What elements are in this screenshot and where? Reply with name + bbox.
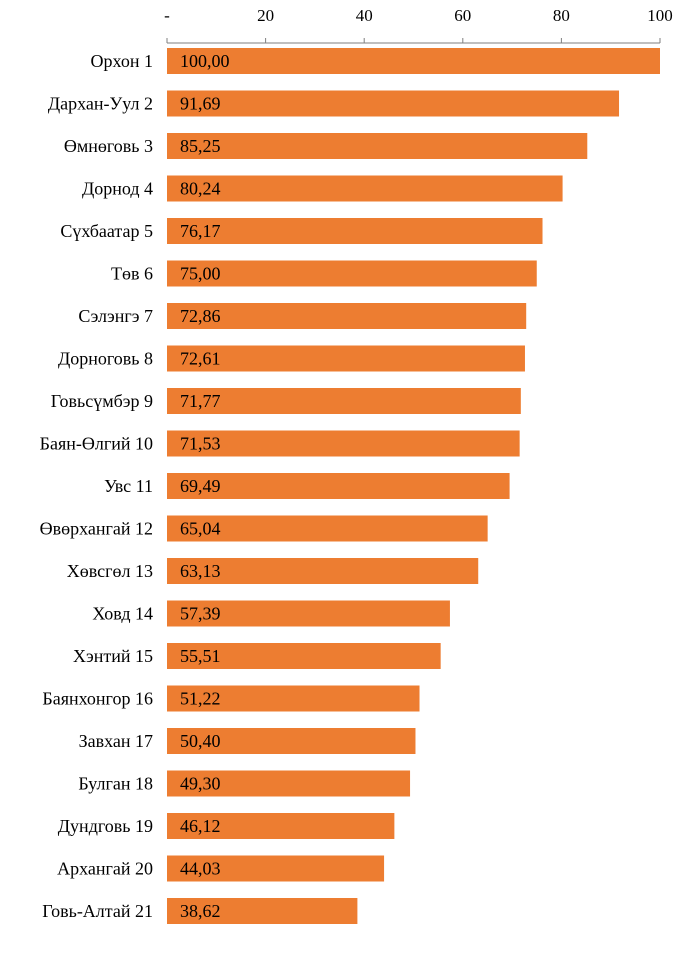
- bar: [167, 473, 510, 499]
- data-label: 51,22: [180, 689, 221, 709]
- bars: [167, 48, 660, 924]
- bar: [167, 558, 479, 584]
- data-label: 75,00: [180, 264, 221, 284]
- category-label: Архангай 20: [57, 859, 153, 879]
- bar: [167, 515, 488, 542]
- category-label: Увс 11: [104, 476, 153, 496]
- data-label: 55,51: [180, 646, 221, 666]
- category-label: Сэлэнгэ 7: [78, 306, 153, 326]
- category-label: Ховд 14: [92, 604, 153, 624]
- category-label: Төв 6: [111, 264, 153, 284]
- data-label: 44,03: [180, 859, 221, 879]
- category-label: Сүхбаатар 5: [60, 221, 153, 241]
- bar: [167, 388, 521, 414]
- x-tick-label: 40: [356, 6, 373, 25]
- data-label: 85,25: [180, 136, 221, 156]
- x-tick-label: 100: [647, 6, 673, 25]
- category-label: Булган 18: [78, 774, 153, 794]
- data-label: 46,12: [180, 816, 221, 836]
- bar: [167, 345, 525, 372]
- category-label: Дархан-Уул 2: [48, 94, 153, 114]
- data-label: 69,49: [180, 476, 221, 496]
- bar: [167, 770, 411, 797]
- data-label: 76,17: [180, 221, 221, 241]
- data-label: 65,04: [180, 519, 221, 539]
- category-label: Баян-Өлгий 10: [40, 434, 153, 454]
- bar: [167, 898, 358, 924]
- data-label: 72,86: [180, 306, 221, 326]
- category-label: Хэнтий 15: [73, 646, 153, 666]
- x-axis: - 20 40 60 80 100: [164, 6, 673, 44]
- bar: [167, 728, 416, 754]
- category-label: Өвөрхангай 12: [40, 519, 153, 539]
- data-label: 57,39: [180, 604, 221, 624]
- data-label: 71,77: [180, 391, 221, 411]
- data-label: 100,00: [180, 51, 230, 71]
- category-label: Дундговь 19: [58, 816, 153, 836]
- data-label: 72,61: [180, 349, 221, 369]
- bar: [167, 175, 563, 202]
- category-label: Өмнөговь 3: [64, 136, 153, 156]
- bar: [167, 48, 660, 74]
- data-label: 71,53: [180, 434, 221, 454]
- bar: [167, 600, 450, 627]
- data-label: 50,40: [180, 731, 221, 751]
- bar: [167, 430, 520, 457]
- data-label: 80,24: [180, 179, 221, 199]
- category-label: Хөвсгөл 13: [67, 561, 153, 581]
- x-tick-label: -: [164, 6, 170, 25]
- x-tick-label: 80: [553, 6, 570, 25]
- bar: [167, 813, 395, 839]
- bar: [167, 855, 385, 882]
- bar: [167, 303, 527, 329]
- category-label: Говь-Алтай 21: [42, 901, 153, 921]
- category-labels: Орхон 1 Дархан-Уул 2 Өмнөговь 3 Дорнод 4 Сүх…: [40, 51, 153, 921]
- category-label: Орхон 1: [91, 51, 153, 71]
- data-labels: 100,00 91,69 85,25 80,24 76,17 75,00 72,86 72,6…: [180, 51, 230, 921]
- data-label: 38,62: [180, 901, 221, 921]
- data-label: 63,13: [180, 561, 221, 581]
- bar: [167, 685, 420, 712]
- bar: [167, 218, 543, 244]
- bar: [167, 260, 537, 287]
- x-tick-label: 20: [257, 6, 274, 25]
- data-label: 49,30: [180, 774, 221, 794]
- bar: [167, 643, 441, 669]
- category-label: Говьсүмбэр 9: [51, 391, 153, 411]
- category-label: Завхан 17: [79, 731, 153, 751]
- data-label: 91,69: [180, 94, 221, 114]
- bar: [167, 90, 620, 117]
- x-tick-label: 60: [454, 6, 471, 25]
- category-label: Баянхонгор 16: [42, 689, 153, 709]
- category-label: Дорноговь 8: [58, 349, 153, 369]
- category-label: Дорнод 4: [82, 179, 153, 199]
- bar: [167, 133, 588, 159]
